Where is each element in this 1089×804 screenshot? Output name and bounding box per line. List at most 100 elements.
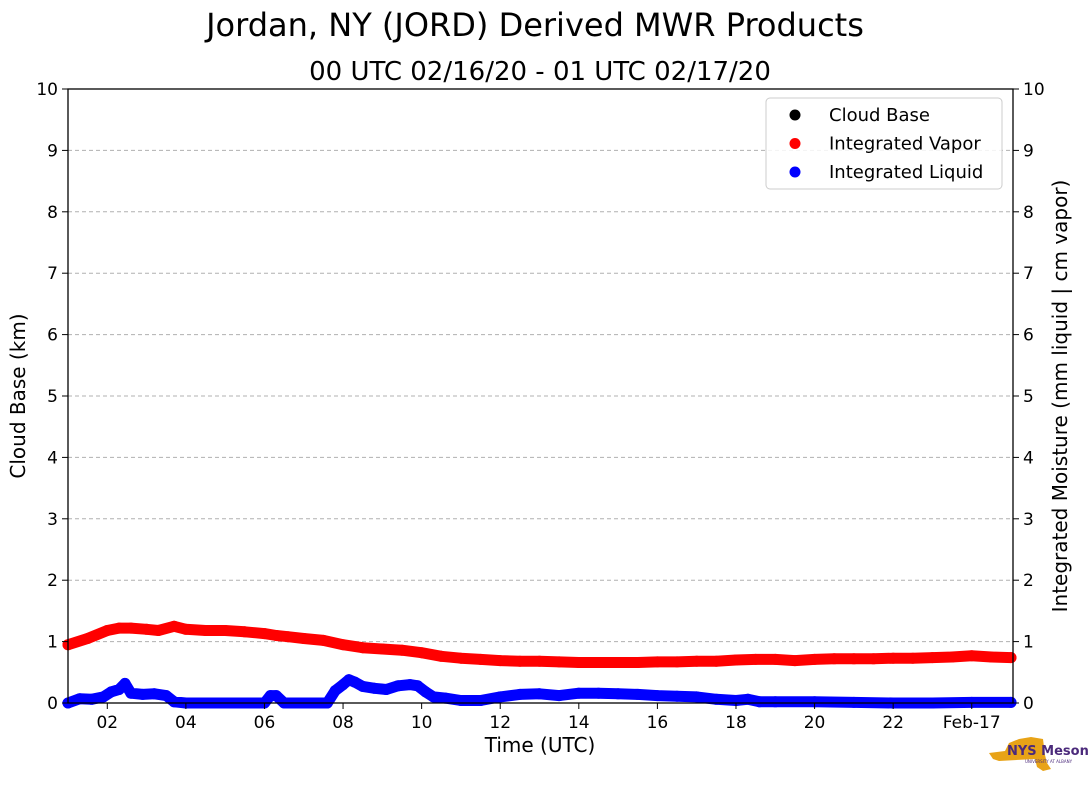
y-tick-label-right: 4 xyxy=(1023,448,1034,468)
y-tick-label-right: 2 xyxy=(1023,571,1034,591)
new-york-state-icon xyxy=(989,737,1051,771)
grid-lines xyxy=(68,149,1013,643)
data-point xyxy=(475,653,487,665)
data-point xyxy=(270,690,282,702)
data-point xyxy=(475,695,487,706)
nys-mesonet-logo: NYS Mesonet UNIVERSITY AT ALBANY xyxy=(989,737,1089,771)
series-integrated-liquid xyxy=(62,674,1017,709)
data-point xyxy=(651,656,663,668)
data-point xyxy=(671,690,683,702)
data-point xyxy=(651,690,663,702)
data-point xyxy=(946,651,958,663)
data-point xyxy=(160,690,172,702)
y-tick-label-right: 10 xyxy=(1023,80,1045,100)
data-point xyxy=(593,687,604,699)
x-tick-label: 02 xyxy=(96,713,118,733)
data-point xyxy=(180,623,192,635)
data-point xyxy=(369,682,380,694)
series-integrated-vapor xyxy=(62,620,1017,668)
data-point xyxy=(357,642,369,654)
data-point xyxy=(152,625,164,636)
y-tick-label-right: 6 xyxy=(1023,326,1034,346)
y-tick-label-left: 7 xyxy=(47,264,58,284)
x-tick-label: 18 xyxy=(725,713,747,733)
x-axis-label: Time (UTC) xyxy=(484,733,596,757)
legend-label: Integrated Vapor xyxy=(829,134,981,155)
logo-subtext: UNIVERSITY AT ALBANY xyxy=(1025,759,1073,764)
data-point xyxy=(82,633,94,644)
data-point xyxy=(754,696,766,708)
data-point xyxy=(380,684,392,695)
legend-marker xyxy=(789,166,801,178)
data-point xyxy=(392,680,404,692)
legend-box xyxy=(765,97,1003,190)
data-point xyxy=(907,652,919,664)
data-point xyxy=(632,688,644,700)
data-point xyxy=(357,680,369,692)
series-line xyxy=(62,620,1017,668)
data-point xyxy=(789,655,801,667)
x-axis-ticks: 02 04 06 08 10 12 14 16 18 20 22 Feb-17 xyxy=(96,703,1001,733)
data-point xyxy=(376,643,388,655)
data-point xyxy=(219,625,231,636)
x-tick-label: 16 xyxy=(647,713,669,733)
data-point xyxy=(593,657,604,668)
data-point xyxy=(113,622,125,634)
data-point xyxy=(282,631,294,643)
data-point xyxy=(141,623,153,635)
data-point xyxy=(494,655,506,667)
data-point xyxy=(416,647,428,659)
legend-marker xyxy=(789,109,801,121)
data-point xyxy=(270,630,282,641)
data-point xyxy=(926,652,938,664)
chart-title: Jordan, NY (JORD) Derived MWR Products xyxy=(204,6,864,44)
data-point xyxy=(534,655,545,667)
y-tick-label-left: 2 xyxy=(47,571,58,591)
y-tick-label-right: 8 xyxy=(1023,203,1034,223)
y-tick-label-right: 5 xyxy=(1023,387,1034,407)
y-tick-label-right: 1 xyxy=(1023,633,1034,653)
data-point xyxy=(74,693,86,705)
legend-label: Cloud Base xyxy=(829,105,930,126)
data-point xyxy=(809,653,821,665)
y-axis-ticks: 0 0 1 1 2 2 3 3 4 4 5 5 6 6 7 7 8 8 9 9 10 10 xyxy=(36,80,1044,714)
y-tick-label-right: 3 xyxy=(1023,510,1034,530)
data-point xyxy=(514,655,526,667)
x-tick-label: 22 xyxy=(882,713,904,733)
x-tick-label: 10 xyxy=(411,713,433,733)
data-point xyxy=(691,655,703,667)
x-tick-label: 04 xyxy=(175,713,197,733)
y-tick-label-left: 6 xyxy=(47,326,58,346)
data-point xyxy=(137,688,149,700)
data-point xyxy=(435,650,447,662)
data-point xyxy=(730,654,742,666)
chart-subtitle: 00 UTC 02/16/20 - 01 UTC 02/17/20 xyxy=(309,57,771,87)
data-point xyxy=(168,620,180,632)
data-point xyxy=(710,655,722,667)
data-point xyxy=(691,691,703,703)
y-tick-label-left: 10 xyxy=(36,80,58,100)
data-point xyxy=(966,650,978,662)
y-axis-left-label: Cloud Base (km) xyxy=(6,313,30,478)
data-point xyxy=(742,693,754,705)
data-point xyxy=(553,656,565,668)
data-point xyxy=(97,691,109,703)
data-point xyxy=(168,696,180,708)
x-tick-label: 06 xyxy=(254,713,276,733)
x-tick-label: Feb-17 xyxy=(943,713,1001,733)
data-point xyxy=(868,653,879,665)
data-point xyxy=(148,688,160,700)
data-point xyxy=(317,634,329,646)
data-point xyxy=(427,691,439,703)
data-point xyxy=(455,695,467,706)
y-tick-label-left: 4 xyxy=(47,448,58,468)
data-point xyxy=(412,680,424,692)
x-tick-label: 14 xyxy=(568,713,590,733)
data-point xyxy=(573,687,585,699)
legend-marker xyxy=(789,138,801,149)
data-point xyxy=(809,696,821,708)
data-point xyxy=(553,690,565,702)
data-point xyxy=(396,644,408,656)
data-point xyxy=(769,696,781,708)
